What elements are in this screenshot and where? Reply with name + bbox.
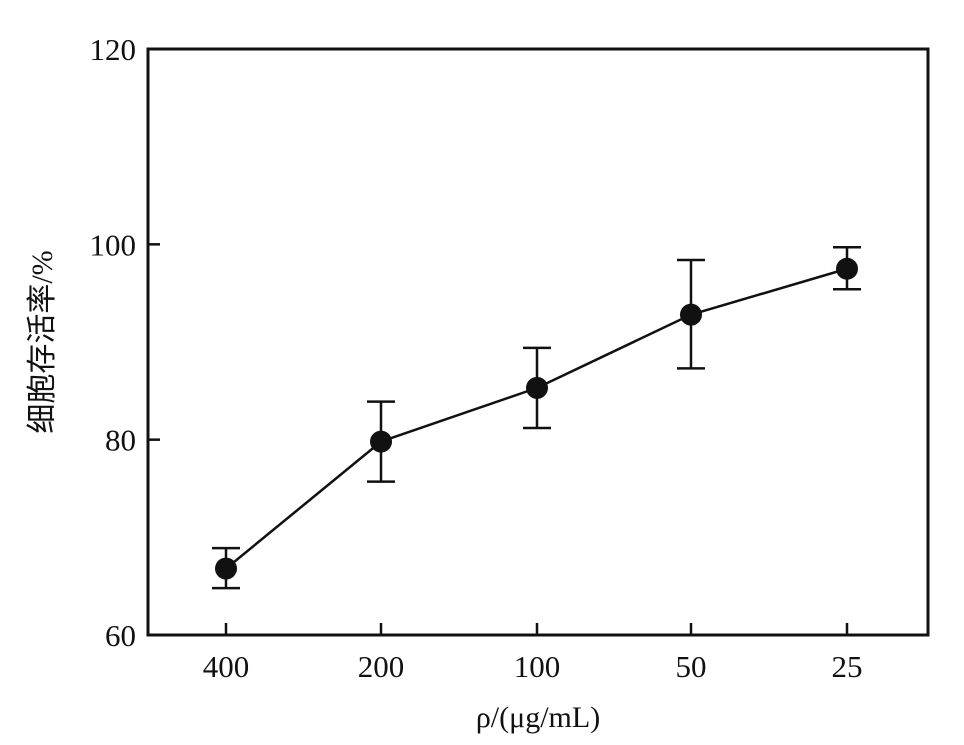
data-point [526,376,548,399]
x-tick-label: 200 [358,649,405,684]
y-tick-label: 100 [90,227,137,262]
y-tick-label: 120 [90,32,137,67]
x-axis-ticks: 400 200 100 50 25 [203,623,863,684]
x-axis-title: ρ/(μg/mL) [476,701,600,734]
x-tick-label: 25 [832,649,863,684]
data-point [215,557,237,580]
y-tick-label: 80 [105,423,136,458]
plot-frame [146,47,930,637]
y-tick-label: 60 [105,618,136,653]
data-point [680,303,702,326]
y-axis-title: 细胞存活率/% [26,250,59,433]
x-tick-label: 50 [676,649,707,684]
y-axis-ticks: 60 80 100 120 [90,32,160,653]
data-point [370,430,392,453]
x-tick-label: 100 [514,649,561,684]
x-tick-label: 400 [203,649,250,684]
series-layer [212,246,861,590]
data-point [836,257,858,280]
